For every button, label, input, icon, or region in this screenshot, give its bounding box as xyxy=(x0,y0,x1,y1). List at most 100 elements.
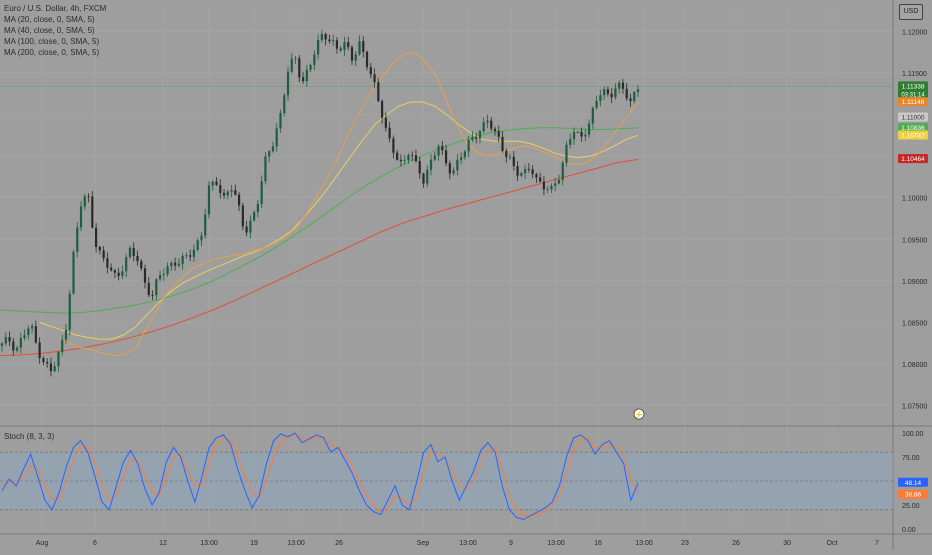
price-tick-label: 1.12000 xyxy=(902,29,927,36)
time-tick-label: 23 xyxy=(681,540,689,547)
candle-body xyxy=(230,190,233,192)
time-tick-label: 7 xyxy=(875,540,879,547)
candle-body xyxy=(313,54,316,65)
candle-body xyxy=(204,214,207,236)
time-tick-label: 16 xyxy=(594,540,602,547)
candle-body xyxy=(286,71,290,96)
time-tick-label: Aug xyxy=(36,540,49,547)
price-tick-label: 1.08500 xyxy=(902,320,927,327)
price-tag-label: 1.11148 xyxy=(902,99,925,106)
candle-body xyxy=(527,168,530,170)
candle-body xyxy=(572,132,576,140)
candle-body xyxy=(125,257,128,272)
price-tick-label: 1.08000 xyxy=(902,362,927,369)
candle-body xyxy=(170,262,173,267)
candle-body xyxy=(317,40,320,55)
candle-body xyxy=(98,247,101,251)
candle-body xyxy=(369,67,372,75)
legend-ma100[interactable]: MA (100, close, 0, SMA, 5) xyxy=(4,37,100,46)
candle-body xyxy=(34,326,37,343)
candle-body xyxy=(46,362,49,364)
axes: 1.120001.115001.110001.105001.100001.095… xyxy=(36,29,928,547)
stoch-tick-label: 0.00 xyxy=(902,527,916,534)
legend-ma200[interactable]: MA (200, close, 0, SMA, 5) xyxy=(4,48,100,57)
candle-body xyxy=(151,295,154,296)
candle-body xyxy=(181,255,184,264)
legend-ma20[interactable]: MA (20, close, 0, SMA, 5) xyxy=(4,15,95,24)
candle-body xyxy=(591,107,594,124)
candle-body xyxy=(384,117,387,128)
time-tick-label: 13:00 xyxy=(635,540,653,547)
candle-body xyxy=(102,250,105,259)
stoch-k-tag xyxy=(898,477,928,487)
candle-body xyxy=(362,41,365,52)
candle-body xyxy=(117,272,120,276)
candle-body xyxy=(392,138,395,153)
candle-body xyxy=(520,173,523,176)
candle-body xyxy=(561,162,564,180)
time-tick-label: 30 xyxy=(783,540,791,547)
candle-body xyxy=(271,146,275,152)
candle-body xyxy=(505,150,508,157)
time-tick-label: Oct xyxy=(827,540,838,547)
candle-body xyxy=(162,274,165,276)
price-tag-label: 1.11338 xyxy=(901,83,924,90)
stoch-d-tag-label: 38.86 xyxy=(905,492,922,499)
time-tick-label: 13:00 xyxy=(287,540,305,547)
candle-body xyxy=(633,92,636,102)
candle-body xyxy=(298,58,301,78)
candle-body xyxy=(237,194,241,206)
time-tick-label: Sep xyxy=(417,540,430,547)
price-tick-label: 1.09000 xyxy=(902,279,927,286)
price-tag xyxy=(898,81,928,100)
candle-body xyxy=(512,156,515,167)
candle-body xyxy=(79,206,83,228)
candle-body xyxy=(335,40,339,49)
price-tag-label: 1.10464 xyxy=(901,156,925,163)
price-tag xyxy=(898,123,928,133)
candle-body xyxy=(53,366,56,372)
candle-body xyxy=(332,40,335,42)
candle-body xyxy=(482,122,485,132)
candle-body xyxy=(256,203,260,213)
candle-body xyxy=(584,134,587,137)
price-tag-label: 1.11000 xyxy=(901,114,924,121)
stoch-tick-label: 25.00 xyxy=(902,503,920,510)
candle-body xyxy=(61,339,64,353)
candle-body xyxy=(200,235,203,241)
candle-body xyxy=(215,181,218,185)
candle-body xyxy=(478,131,482,139)
candle-body xyxy=(557,179,561,184)
candle-body xyxy=(422,173,425,184)
candle-body xyxy=(68,293,71,330)
ma40-line xyxy=(39,101,639,340)
legend-ma40[interactable]: MA (40, close, 0, SMA, 5) xyxy=(4,26,95,35)
candle-body xyxy=(294,58,297,60)
candle-body xyxy=(463,151,466,158)
time-tick-label: 12 xyxy=(159,540,167,547)
candle-body xyxy=(524,168,527,174)
candle-body xyxy=(365,51,369,68)
candle-body xyxy=(580,131,583,137)
candle-body xyxy=(542,181,546,190)
candle-body xyxy=(155,279,158,296)
candle-body xyxy=(166,266,169,275)
price-tick-label: 1.09500 xyxy=(902,237,927,244)
candle-body xyxy=(339,48,342,51)
candle-body xyxy=(177,263,180,266)
time-tick-label: 13:00 xyxy=(200,540,218,547)
candle-body xyxy=(516,166,519,176)
candle-body xyxy=(418,161,421,174)
candle-body xyxy=(64,329,68,340)
candle-body xyxy=(192,249,196,257)
candle-body xyxy=(241,205,244,227)
candle-body xyxy=(211,181,214,186)
stoch-title[interactable]: Stoch (8, 3, 3) xyxy=(4,432,55,441)
candle-body xyxy=(350,47,354,61)
candle-body xyxy=(128,247,132,258)
currency-button[interactable]: USD xyxy=(899,4,923,20)
candle-body xyxy=(158,275,162,280)
candle-body xyxy=(486,120,489,123)
